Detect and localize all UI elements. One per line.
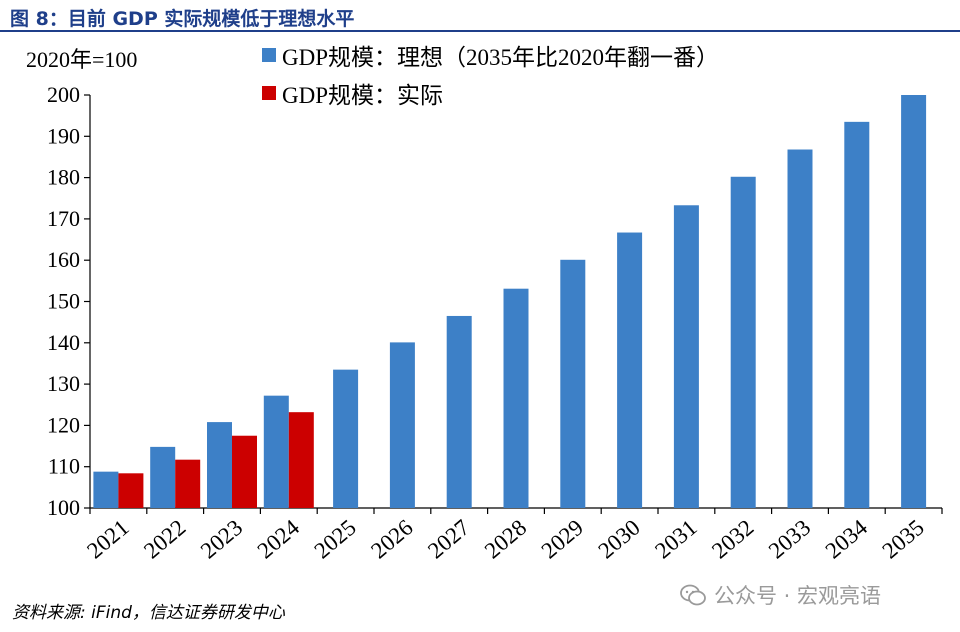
bar-ideal-2026 <box>389 342 415 508</box>
source-note: 资料来源: iFind，信达证券研发中心 <box>12 603 285 623</box>
y-tick-label: 130 <box>47 371 80 396</box>
bar-ideal-2024 <box>263 395 289 508</box>
bar-ideal-2025 <box>333 369 359 508</box>
legend-label-ideal: GDP规模：理想（2035年比2020年翻一番） <box>282 45 720 70</box>
x-tick-label: 2032 <box>707 515 758 564</box>
y-tick-label: 110 <box>48 454 80 479</box>
bar-ideal-2031 <box>673 205 699 508</box>
bar-actual-2023 <box>232 435 257 508</box>
y-tick-label: 160 <box>47 247 80 272</box>
bar-ideal-2022 <box>150 446 176 508</box>
y-unit-label: 2020年=100 <box>26 47 138 72</box>
bar-ideal-2028 <box>503 288 529 508</box>
chart-legend: GDP规模：理想（2035年比2020年翻一番） GDP规模：实际 <box>262 36 719 112</box>
bar-actual-2024 <box>288 412 314 508</box>
x-tick-label: 2022 <box>139 515 190 564</box>
x-tick-label: 2027 <box>423 515 474 564</box>
bar-ideal-2030 <box>617 232 643 509</box>
bar-ideal-2034 <box>844 121 870 508</box>
y-tick-label: 170 <box>47 206 80 231</box>
title-rule <box>0 30 960 32</box>
x-tick-label: 2026 <box>366 515 417 564</box>
x-tick-label: 2033 <box>764 515 815 564</box>
x-tick-label: 2025 <box>310 515 361 564</box>
x-tick-label: 2029 <box>537 515 588 564</box>
y-tick-label: 100 <box>47 495 80 520</box>
legend-item-ideal: GDP规模：理想（2035年比2020年翻一番） <box>262 36 719 74</box>
bar-ideal-2033 <box>787 149 813 509</box>
y-tick-label: 140 <box>47 330 80 355</box>
x-tick-label: 2024 <box>253 514 305 563</box>
y-tick-label: 150 <box>47 289 80 314</box>
x-tick-label: 2021 <box>82 515 133 564</box>
x-tick-label: 2035 <box>878 515 929 564</box>
bar-ideal-2029 <box>560 259 586 508</box>
y-tick-label: 190 <box>47 123 80 148</box>
y-tick-label: 120 <box>47 412 80 437</box>
bar-actual-2021 <box>118 473 144 508</box>
bar-ideal-2027 <box>446 315 472 508</box>
x-tick-label: 2023 <box>196 515 247 564</box>
x-tick-label: 2031 <box>650 515 701 564</box>
figure-title: 图 8：目前 GDP 实际规模低于理想水平 <box>10 8 355 30</box>
legend-item-actual: GDP规模：实际 <box>262 74 719 112</box>
watermark-text: 公众号 · 宏观亮语 <box>714 584 882 608</box>
watermark: 公众号 · 宏观亮语 <box>680 580 881 610</box>
x-tick-label: 2028 <box>480 515 531 564</box>
bar-ideal-2035 <box>901 95 927 508</box>
x-tick-label: 2034 <box>821 514 873 563</box>
bar-ideal-2032 <box>730 176 756 509</box>
legend-swatch-ideal <box>262 48 276 62</box>
legend-label-actual: GDP规模：实际 <box>282 83 444 108</box>
y-tick-label: 200 <box>47 82 80 107</box>
x-tick-label: 2030 <box>594 515 645 564</box>
bar-ideal-2023 <box>207 422 232 508</box>
bar-ideal-2021 <box>93 471 119 508</box>
y-tick-label: 180 <box>47 165 80 190</box>
wechat-icon <box>680 584 706 606</box>
legend-swatch-actual <box>262 86 276 100</box>
bar-actual-2022 <box>175 459 201 508</box>
